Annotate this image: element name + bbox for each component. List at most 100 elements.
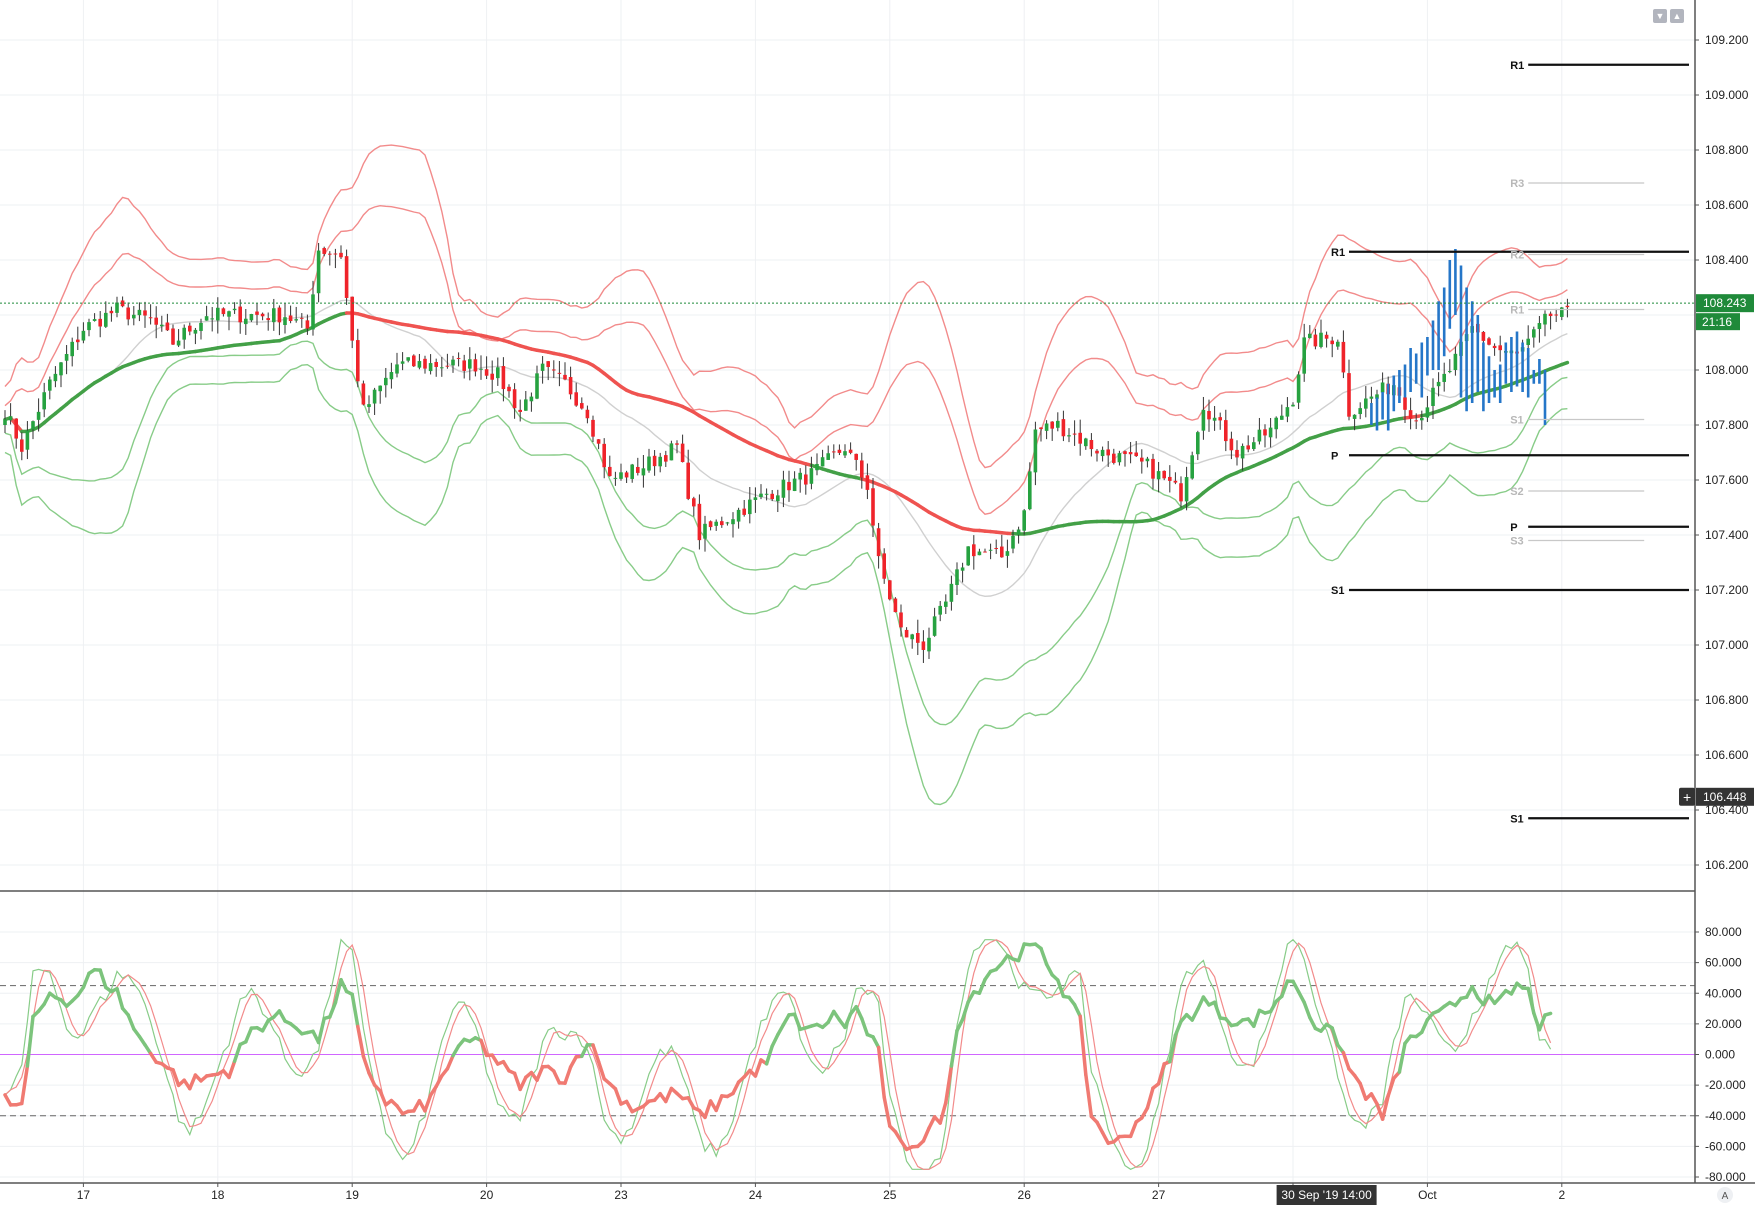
osc-segment xyxy=(615,1089,621,1104)
candle-down xyxy=(328,254,332,255)
time-tick-label: 19 xyxy=(346,1188,360,1202)
price-tick-label: 107.200 xyxy=(1705,583,1749,597)
candle-down xyxy=(770,494,774,499)
collapse-up-icon[interactable]: ▲ xyxy=(1670,9,1684,23)
osc-segment xyxy=(100,970,106,987)
candle-down xyxy=(675,443,679,444)
candle-up xyxy=(65,354,69,361)
osc-tick-label: 20.000 xyxy=(1705,1017,1742,1031)
osc-segment xyxy=(940,1103,946,1123)
candle-up xyxy=(1560,307,1564,316)
candle-up xyxy=(1213,418,1217,421)
candle-up xyxy=(1286,407,1290,416)
candle-up xyxy=(1426,407,1430,417)
candle-up xyxy=(93,319,97,321)
candle-up xyxy=(418,361,422,368)
axis-labels: 109.200109.000108.800108.600108.400108.0… xyxy=(77,33,1754,1205)
last-price-label: 108.243 xyxy=(1703,296,1747,310)
candle-up xyxy=(115,303,119,313)
candle-up xyxy=(910,634,914,639)
candle-down xyxy=(1314,335,1318,347)
candle-up xyxy=(26,431,30,450)
candle-up xyxy=(658,457,662,467)
candle-up xyxy=(373,390,377,404)
osc-segment xyxy=(755,1060,761,1076)
osc-segment xyxy=(716,1096,722,1111)
osc-segment xyxy=(425,1095,431,1111)
candle-down xyxy=(574,392,578,405)
osc-segment xyxy=(923,1128,929,1141)
candle-up xyxy=(647,457,651,471)
candle-down xyxy=(720,521,724,525)
osc-segment xyxy=(1041,948,1047,964)
candle-up xyxy=(250,314,254,320)
candle-up xyxy=(160,325,164,326)
price-tick-label: 108.000 xyxy=(1705,363,1749,377)
candle-down xyxy=(126,308,130,320)
candle-down xyxy=(1000,547,1004,558)
candle-down xyxy=(586,410,590,418)
candle-down xyxy=(171,328,175,344)
osc-segment xyxy=(515,1073,521,1089)
candle-down xyxy=(20,439,24,451)
candle-down xyxy=(1342,342,1346,373)
candle-up xyxy=(793,479,797,491)
candle-up xyxy=(815,464,819,470)
candle-down xyxy=(1062,419,1066,436)
pivot-label-s1: S1 xyxy=(1510,813,1523,825)
candle-up xyxy=(87,322,91,330)
candle-down xyxy=(462,360,466,370)
candle-down xyxy=(1566,306,1570,307)
candle-up xyxy=(1028,471,1032,509)
price-tick-label: 106.600 xyxy=(1705,748,1749,762)
candle-up xyxy=(70,342,74,356)
candle-down xyxy=(1140,458,1144,462)
candle-down xyxy=(899,612,903,627)
lower-band-inner xyxy=(5,341,1567,725)
candle-up xyxy=(9,416,13,420)
candle-down xyxy=(1414,420,1418,421)
candle-down xyxy=(1482,332,1486,341)
candle-down xyxy=(1039,427,1043,429)
candle-down xyxy=(362,383,366,404)
osc-segment xyxy=(862,1019,868,1035)
candle-down xyxy=(457,358,461,359)
candle-up xyxy=(1381,382,1385,392)
candle-up xyxy=(1011,536,1015,549)
osc-segment xyxy=(319,1018,325,1042)
candle-up xyxy=(978,552,982,556)
candle-down xyxy=(1162,471,1166,478)
candle-up xyxy=(524,399,528,410)
candle-down xyxy=(692,498,696,506)
candle-up xyxy=(541,364,545,371)
candle-up xyxy=(1022,510,1026,530)
osc-tick-label: -40.000 xyxy=(1705,1109,1746,1123)
collapse-down-icon[interactable]: ▼ xyxy=(1653,9,1667,23)
candle-down xyxy=(1106,449,1110,455)
candle-down xyxy=(552,369,556,370)
osc-segment xyxy=(1131,1122,1137,1136)
candle-down xyxy=(110,311,114,313)
candle-up xyxy=(1336,342,1340,347)
price-tick-label: 109.000 xyxy=(1705,88,1749,102)
candle-down xyxy=(1095,451,1099,454)
candle-down xyxy=(289,316,293,322)
candle-up xyxy=(1454,354,1458,370)
candle-up xyxy=(1196,432,1200,454)
candle-up xyxy=(244,319,248,324)
time-tick-label: 24 xyxy=(749,1188,763,1202)
candle-up xyxy=(670,443,674,460)
candle-down xyxy=(653,456,657,466)
candle-down xyxy=(1498,345,1502,350)
candle-up xyxy=(283,317,287,325)
candle-up xyxy=(451,360,455,366)
candle-down xyxy=(922,641,926,650)
candle-down xyxy=(334,254,338,255)
candle-up xyxy=(104,313,108,327)
grid xyxy=(0,0,1695,1183)
candle-down xyxy=(1218,417,1222,420)
osc-tick-label: 60.000 xyxy=(1705,956,1742,970)
osc-tick-label: 0.000 xyxy=(1705,1048,1735,1062)
candle-up xyxy=(955,569,959,585)
